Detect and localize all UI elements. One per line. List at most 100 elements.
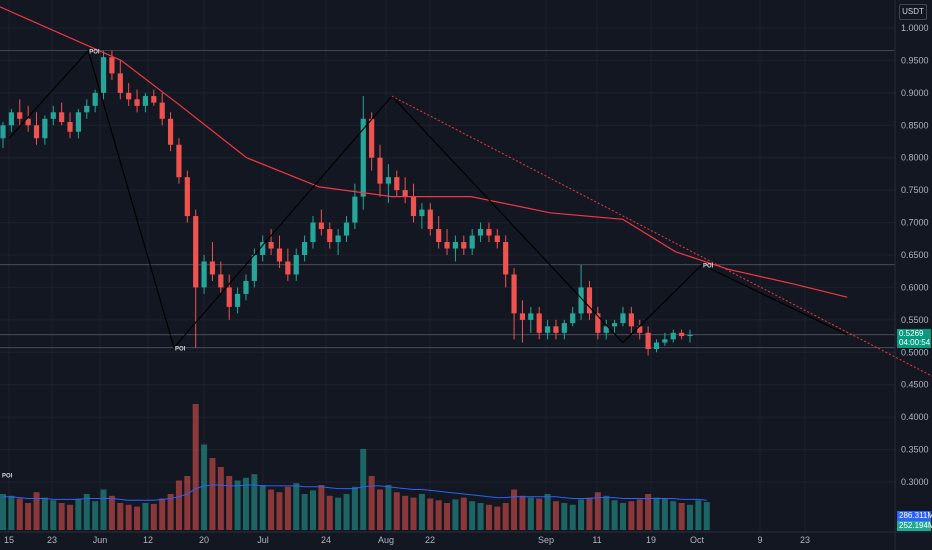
candle-body [327, 229, 333, 243]
candle-body [595, 313, 601, 333]
candle-body [670, 332, 676, 340]
volume-bar [309, 490, 316, 530]
y-tick-label: 0.5000 [901, 347, 929, 357]
volume-ma-line [3, 484, 707, 501]
volume-bar [117, 503, 124, 530]
candle-body [0, 125, 6, 139]
volume-bar [586, 497, 593, 530]
volume-bar [477, 503, 484, 530]
volume-bar [645, 494, 652, 530]
y-tick-label: 0.8500 [901, 120, 929, 130]
volume-bar [511, 489, 518, 530]
candle-body [561, 323, 567, 333]
volume-bar [134, 506, 141, 530]
candle-body [84, 105, 90, 113]
volume-bar [687, 504, 693, 530]
candle-body [126, 92, 132, 100]
poi-label: POI [175, 347, 186, 353]
candle-body [369, 118, 375, 158]
volume-bar [360, 449, 367, 530]
candle-body [33, 125, 40, 139]
volume-bar [485, 504, 492, 530]
volume-bar [343, 494, 350, 530]
volume-bar [125, 504, 132, 530]
volume-bar [385, 485, 392, 530]
candle-body [285, 261, 291, 275]
candle-body [469, 235, 475, 249]
volume-bar [594, 492, 601, 530]
x-tick-label: 23 [800, 535, 810, 545]
moving-average-line [0, 6, 848, 298]
y-tick-label: 0.3000 [901, 477, 929, 487]
candle-body [637, 326, 643, 333]
candle-body [234, 293, 241, 307]
volume-bar [427, 498, 434, 530]
candle-body [377, 157, 383, 184]
volume-tag: 252.194M [897, 521, 932, 531]
candle-body [260, 242, 266, 255]
volume-bar [259, 485, 266, 530]
volume-pane [0, 404, 710, 530]
volume-bar [552, 501, 559, 530]
volume-bar [418, 494, 425, 530]
volume-bar [8, 495, 15, 530]
candle-body [310, 222, 316, 243]
volume-bar [393, 492, 400, 530]
candle-body [42, 118, 48, 139]
volume-bar [41, 497, 48, 530]
candle-body [679, 332, 685, 337]
volume-bar [251, 474, 258, 530]
candle-body [603, 326, 609, 333]
y-tick-label: 0.7000 [901, 218, 929, 228]
volume-bar [293, 483, 300, 530]
volume-bar [226, 476, 233, 530]
currency-label[interactable]: USDT [899, 4, 927, 20]
candle-body [570, 313, 576, 324]
candle-body [385, 177, 391, 184]
y-tick-label: 0.7500 [901, 185, 929, 195]
candle-body [226, 287, 232, 307]
volume-bar [268, 489, 275, 530]
y-tick-label: 0.3500 [901, 445, 929, 455]
candle-body [586, 287, 593, 314]
candle-body [536, 313, 542, 333]
volume-bar [444, 503, 451, 530]
volume-bar [578, 499, 585, 530]
volume-bar [33, 492, 40, 530]
volume-bar [611, 500, 618, 530]
time-axis[interactable]: 15 23 Jun 12 20 Jul 24 Aug 22 Sep 11 19 Oct 9 23 [0, 531, 932, 545]
poi-label: POI [89, 50, 100, 56]
candle-body [176, 144, 182, 178]
x-tick-label: 15 [4, 535, 14, 545]
x-tick-label: Jul [257, 535, 269, 545]
grid [0, 0, 895, 532]
volume-bar [536, 498, 543, 530]
poi-label: POI [2, 473, 13, 479]
trendline [391, 95, 932, 377]
candle-body [335, 235, 341, 243]
volume-bar [619, 503, 626, 530]
x-tick-label: 23 [47, 535, 57, 545]
volume-bar [628, 501, 635, 530]
candle-body [17, 112, 23, 119]
volume-bar [460, 497, 467, 530]
candle-body [75, 112, 82, 132]
volume-bar [83, 494, 90, 530]
price-axis[interactable]: 1.0000 0.9500 0.9000 0.8500 0.8000 0.7500 0.70… [894, 0, 929, 550]
current-price: 0.5269 [899, 329, 924, 338]
candle-body [511, 274, 517, 314]
candle-body [410, 196, 417, 217]
candle-body [67, 122, 73, 132]
volume-bar [703, 502, 710, 530]
y-tick-label: 0.4500 [901, 380, 929, 390]
volume-bar [678, 503, 685, 530]
volume-bar [67, 504, 74, 530]
candle-body [402, 190, 408, 197]
candle-body [628, 313, 634, 327]
volume-bar [16, 498, 23, 530]
candle-body [302, 242, 308, 255]
volume-bar [410, 497, 417, 530]
x-tick-label: 11 [592, 535, 601, 545]
y-tick-label: 0.9500 [901, 55, 929, 65]
